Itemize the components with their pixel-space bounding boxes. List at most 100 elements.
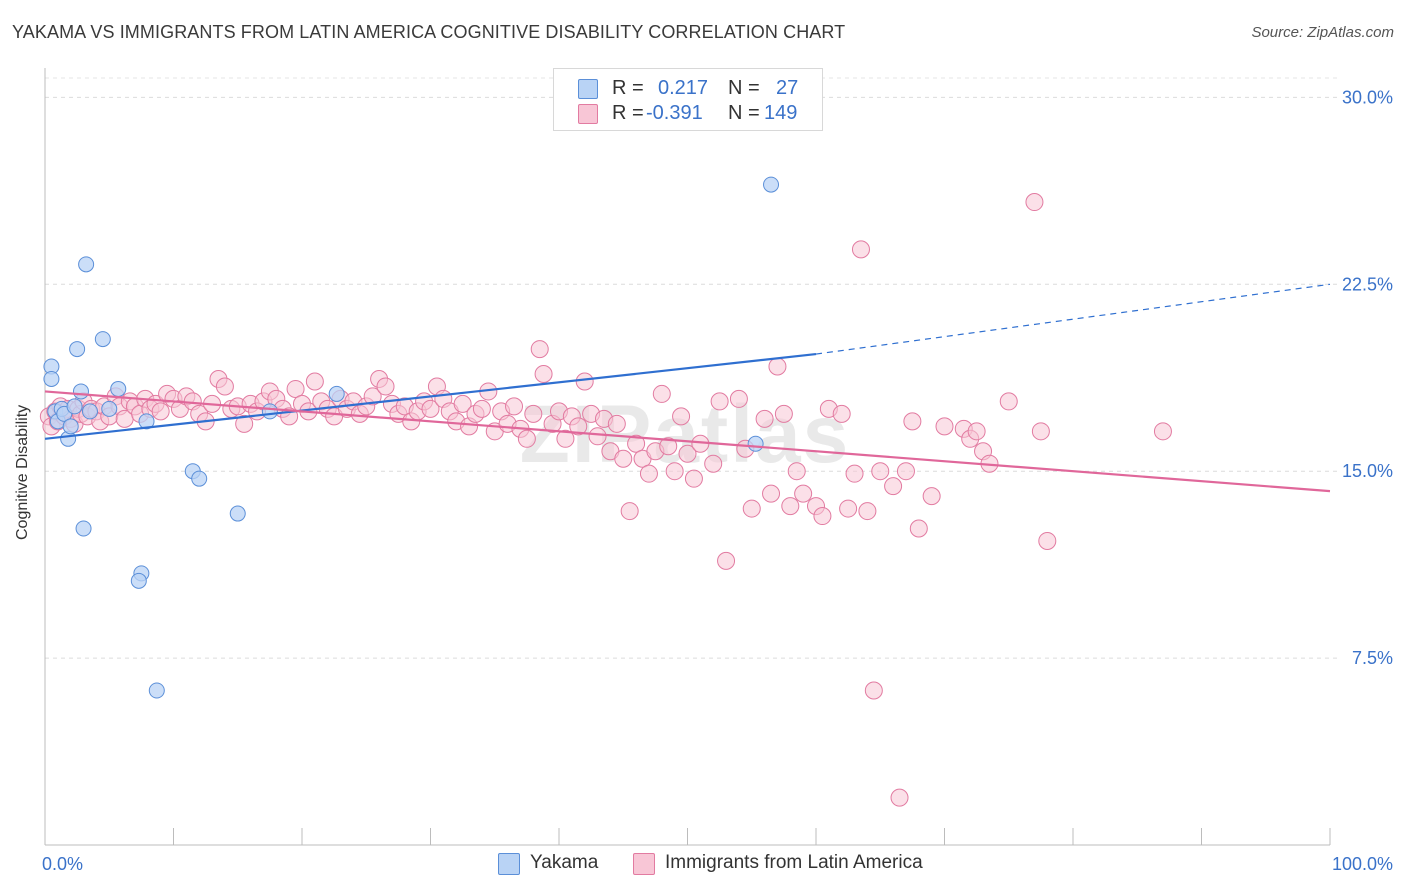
- data-point-latin-america: [215, 377, 234, 396]
- data-point-yakama: [261, 403, 278, 420]
- y-tick-label: 7.5%: [1352, 648, 1393, 668]
- bottom-legend-label: Yakama: [530, 852, 599, 873]
- data-point-latin-america: [871, 462, 890, 481]
- legend-swatch-blue: [578, 79, 598, 99]
- data-point-latin-america: [614, 449, 633, 468]
- legend-n-value: 149: [764, 102, 798, 124]
- data-point-latin-america: [781, 497, 800, 516]
- y-axis-title: Cognitive Disability: [14, 404, 31, 540]
- data-point-yakama: [191, 470, 208, 487]
- bottom-legend-swatch-pink: [633, 853, 655, 875]
- data-point-yakama: [69, 341, 86, 358]
- data-point-latin-america: [684, 469, 703, 488]
- data-point-latin-america: [762, 484, 781, 503]
- source-label: Source: ZipAtlas.com: [1251, 24, 1394, 41]
- data-point-latin-america: [845, 464, 864, 483]
- data-point-latin-america: [1038, 531, 1057, 550]
- data-point-latin-america: [235, 414, 254, 433]
- data-point-latin-america: [704, 454, 723, 473]
- data-point-latin-america: [659, 437, 678, 456]
- data-point-latin-america: [665, 462, 684, 481]
- data-point-latin-america: [858, 502, 877, 521]
- legend-r-value: -0.391: [646, 102, 703, 124]
- data-point-latin-america: [1153, 422, 1172, 441]
- data-point-latin-america: [864, 681, 883, 700]
- data-point-latin-america: [575, 372, 594, 391]
- data-point-latin-america: [967, 422, 986, 441]
- data-point-latin-america: [774, 404, 793, 423]
- data-point-yakama: [75, 520, 92, 537]
- legend-swatch-pink: [578, 104, 598, 124]
- data-point-yakama: [110, 380, 127, 397]
- bottom-legend-yakama: Yakama: [498, 852, 618, 876]
- data-point-latin-america: [472, 399, 491, 418]
- data-point-latin-america: [717, 551, 736, 570]
- data-point-latin-america: [884, 477, 903, 496]
- y-tick-label: 30.0%: [1342, 87, 1393, 107]
- x-tick-label: 0.0%: [42, 854, 83, 874]
- data-point-latin-america: [768, 357, 787, 376]
- data-point-latin-america: [755, 409, 774, 428]
- data-point-latin-america: [421, 399, 440, 418]
- data-point-yakama: [101, 400, 118, 417]
- data-point-latin-america: [524, 404, 543, 423]
- data-point-latin-america: [935, 417, 954, 436]
- data-point-latin-america: [672, 407, 691, 426]
- bottom-legend-label: Immigrants from Latin America: [665, 852, 923, 873]
- data-point-latin-america: [742, 499, 761, 518]
- data-point-latin-america: [517, 429, 536, 448]
- data-point-latin-america: [903, 412, 922, 431]
- data-point-latin-america: [453, 394, 472, 413]
- data-point-latin-america: [569, 417, 588, 436]
- data-point-yakama: [78, 256, 95, 273]
- data-point-latin-america: [1031, 422, 1050, 441]
- data-point-yakama: [62, 418, 79, 435]
- data-point-yakama: [66, 398, 83, 415]
- data-point-latin-america: [813, 507, 832, 526]
- data-point-yakama: [43, 370, 60, 387]
- data-point-yakama: [94, 331, 111, 348]
- legend-r-label: R =: [612, 102, 644, 124]
- data-point-latin-america: [678, 444, 697, 463]
- trend-line-yakama: [44, 352, 817, 440]
- chart-title: YAKAMA VS IMMIGRANTS FROM LATIN AMERICA …: [12, 22, 846, 42]
- legend-r-label: R =: [612, 77, 644, 99]
- data-point-latin-america: [534, 365, 553, 383]
- data-point-yakama: [72, 383, 89, 400]
- legend-n-value: 27: [776, 77, 799, 99]
- data-point-latin-america: [305, 372, 324, 391]
- data-point-latin-america: [896, 462, 915, 481]
- trend-line-yakama-extension: [815, 283, 1331, 355]
- data-point-latin-america: [787, 462, 806, 481]
- data-point-latin-america: [530, 340, 549, 359]
- legend-n-label: N =: [728, 77, 760, 99]
- data-point-latin-america: [729, 389, 748, 408]
- data-point-latin-america: [505, 397, 524, 416]
- data-point-latin-america: [839, 499, 858, 518]
- data-point-latin-america: [151, 402, 170, 421]
- data-point-latin-america: [832, 404, 851, 423]
- data-point-latin-america: [376, 377, 395, 396]
- data-point-latin-america: [607, 414, 626, 433]
- data-point-latin-america: [710, 392, 729, 411]
- data-point-latin-america: [620, 502, 639, 521]
- data-point-latin-america: [286, 379, 305, 398]
- data-point-latin-america: [794, 484, 813, 503]
- data-point-latin-america: [652, 384, 671, 403]
- data-point-yakama: [763, 176, 780, 193]
- data-point-yakama: [81, 403, 98, 420]
- data-point-yakama: [138, 413, 155, 430]
- data-point-yakama: [130, 572, 147, 589]
- data-point-latin-america: [627, 434, 646, 453]
- data-point-yakama: [229, 505, 246, 522]
- bottom-legend-swatch-blue: [498, 853, 520, 875]
- data-point-yakama: [747, 435, 764, 452]
- data-point-yakama: [148, 682, 165, 699]
- legend-n-label: N =: [728, 102, 760, 124]
- data-point-latin-america: [851, 240, 870, 259]
- data-point-latin-america: [890, 788, 909, 807]
- bottom-legend-latin-america: Immigrants from Latin America: [633, 852, 953, 876]
- data-point-latin-america: [363, 387, 382, 406]
- y-tick-label: 15.0%: [1342, 461, 1393, 481]
